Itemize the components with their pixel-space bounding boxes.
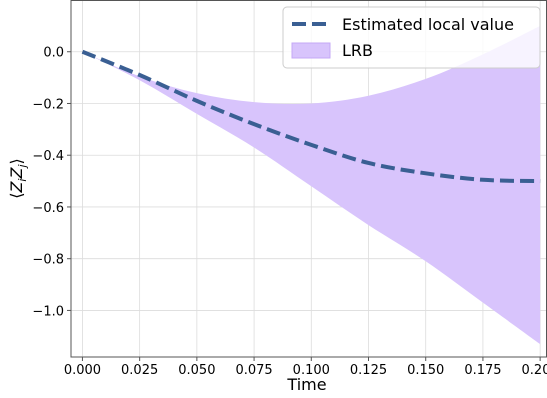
x-tick-label: 0.150 bbox=[407, 363, 444, 378]
x-tick-label: 0.025 bbox=[121, 363, 158, 378]
y-tick-label: −0.8 bbox=[32, 253, 64, 268]
lrb-band bbox=[82, 25, 541, 345]
x-tick-label: 0.175 bbox=[464, 363, 501, 378]
legend-box bbox=[282, 6, 541, 69]
y-axis-ticks: 0.0 −0.2 −0.4 −0.6 −0.8 −1.0 bbox=[32, 46, 71, 319]
x-tick-label: 0.000 bbox=[64, 363, 101, 378]
legend-band-swatch bbox=[291, 42, 331, 59]
legend: Estimated local value LRB bbox=[282, 6, 541, 69]
x-axis-label: Time bbox=[286, 375, 326, 394]
x-axis-ticks: 0.000 0.025 0.050 0.075 0.100 0.125 0.150 0.175… bbox=[64, 357, 547, 378]
legend-label-estimated: Estimated local value bbox=[342, 15, 514, 34]
x-tick-label: 0.050 bbox=[178, 363, 215, 378]
y-axis-label: ⟨ZiZj⟩ bbox=[7, 158, 29, 199]
legend-label-lrb: LRB bbox=[342, 41, 373, 60]
y-tick-label: −0.2 bbox=[32, 97, 64, 112]
y-tick-label: 0.0 bbox=[43, 46, 64, 61]
estimated-local-value-line bbox=[81, 49, 541, 184]
x-tick-label: 0.200 bbox=[522, 363, 547, 378]
x-tick-label: 0.125 bbox=[350, 363, 387, 378]
x-tick-label: 0.075 bbox=[235, 363, 272, 378]
x-tick-label: 0.100 bbox=[293, 363, 330, 378]
y-tick-label: −0.6 bbox=[32, 201, 64, 216]
y-tick-label: −0.4 bbox=[32, 149, 64, 164]
y-tick-label: −1.0 bbox=[32, 304, 64, 319]
